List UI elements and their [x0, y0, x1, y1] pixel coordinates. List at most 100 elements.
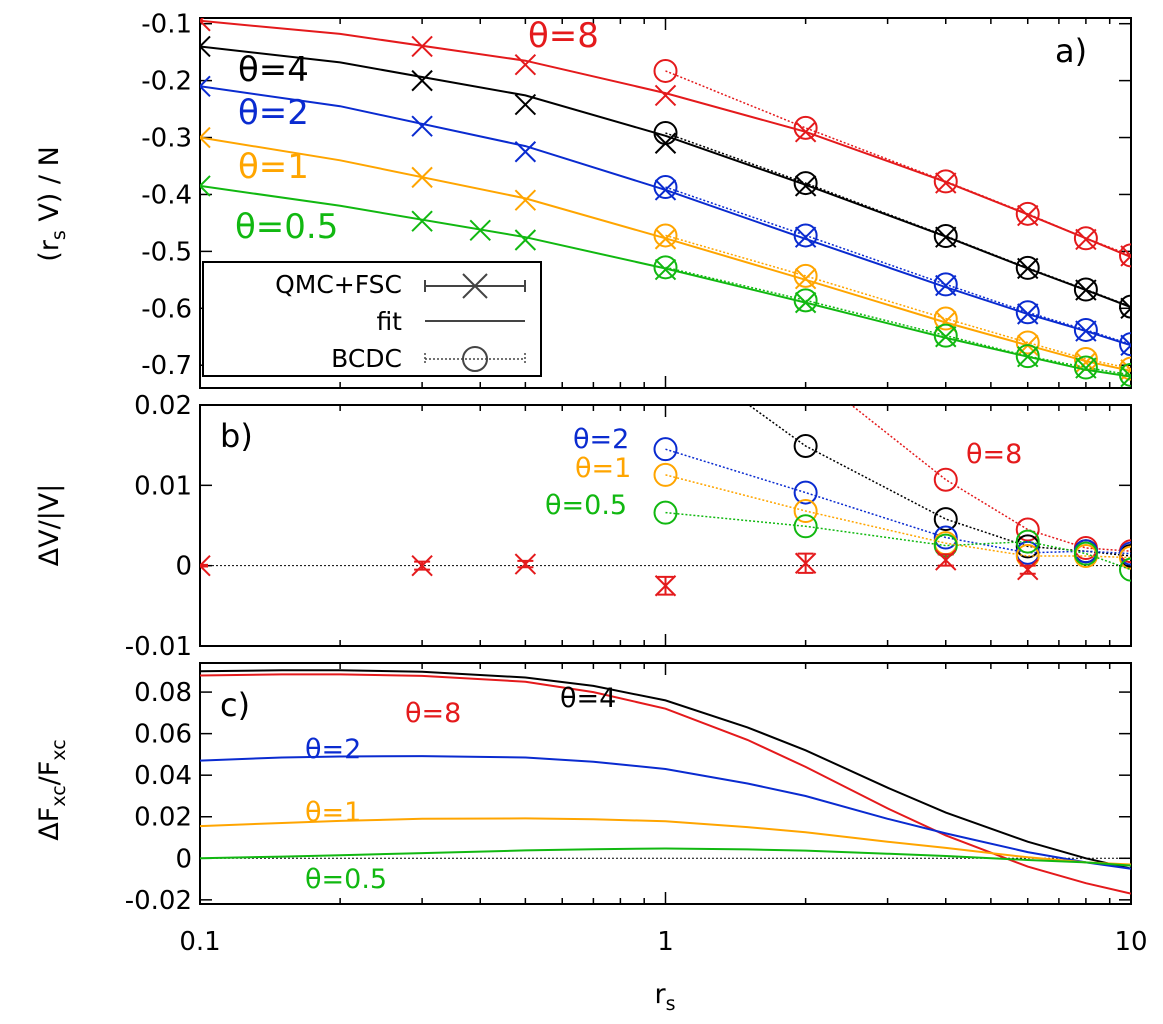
- qmc-point: [935, 326, 957, 348]
- bcdc-point: [655, 334, 677, 356]
- bcdc-point: [1015, 534, 1040, 559]
- fit-line-theta-2: [200, 85, 1131, 347]
- qmc-point: [1017, 345, 1039, 368]
- y-label-c-part2: /F: [34, 761, 65, 786]
- y-tick-label: -0.6: [141, 294, 192, 324]
- bcdc-point: [933, 323, 958, 348]
- panel-b: -0.01 0 0.01 0.02: [125, 334, 1132, 662]
- y-tick-label: -0.01: [125, 632, 192, 662]
- bcdc-line-theta-2: [665, 448, 1131, 555]
- y-tick-label: -0.3: [141, 124, 192, 154]
- panel-c-plot-area: [200, 669, 1131, 895]
- bcdc-point: [793, 115, 818, 140]
- label-c-theta-0.5: θ=0.5: [305, 864, 387, 895]
- panel-label-b: b): [220, 417, 253, 455]
- label-a-theta-4: θ=4: [238, 50, 309, 90]
- bcdc-point: [1015, 517, 1040, 542]
- qmc-point: [794, 291, 817, 314]
- bcdc-line-theta-2: [665, 186, 1131, 345]
- legend-label-bcdc: BCDC: [331, 344, 402, 373]
- qmc-point: [200, 126, 211, 149]
- bcdc-point: [933, 507, 958, 532]
- series-theta-2: [200, 75, 1131, 357]
- y-tick-label: -0.4: [141, 180, 192, 210]
- bcdc-point: [1119, 294, 1131, 319]
- qmc-point: [1120, 245, 1131, 267]
- y-tick-label: 0: [175, 844, 192, 874]
- plot-frame: [199, 662, 1132, 905]
- legend-sample-dotted: [424, 353, 526, 365]
- qmc-point: [654, 575, 677, 597]
- qmc-point: [1120, 334, 1131, 357]
- bcdc-point: [1015, 344, 1040, 369]
- bcdc-point: [653, 58, 678, 83]
- fit-line-theta-0.5: [200, 847, 1131, 867]
- qmc-point: [469, 219, 491, 242]
- x-tick-label: 1: [657, 927, 674, 957]
- label-a-theta-2: θ=2: [238, 93, 309, 133]
- bcdc-line-theta-0.5: [665, 266, 1131, 376]
- qmc-errorbar: [200, 563, 208, 568]
- series-theta-4: [655, 334, 1131, 569]
- bcdc-point: [933, 467, 958, 492]
- label-a-theta-1: θ=1: [238, 147, 309, 187]
- bcdc-point: [793, 263, 818, 288]
- bcdc-point: [793, 288, 818, 313]
- qmc-point: [200, 75, 211, 98]
- panel-b-plot-area: [200, 334, 1131, 597]
- bcdc-line-theta-4: [747, 405, 1131, 557]
- bcdc-point: [1015, 300, 1040, 325]
- fit-line-theta-8: [200, 673, 1131, 895]
- y-label-c-part1: ΔF: [34, 807, 65, 841]
- y-tick-label: -0.7: [141, 351, 192, 381]
- y-label-a: (rs V) / N: [34, 146, 70, 262]
- label-b-theta-0.5: θ=0.5: [545, 490, 627, 521]
- y-tick-label: 0.04: [134, 761, 192, 791]
- qmc-point: [935, 172, 957, 194]
- panel-label-c: c): [220, 686, 250, 724]
- plot-frame: [199, 17, 1132, 389]
- x-label: rs: [654, 979, 675, 1015]
- bcdc-point: [1119, 545, 1131, 570]
- label-b-theta-1: θ=1: [575, 453, 631, 484]
- y-label-a-part1: (r: [34, 239, 65, 262]
- label-a-theta-0.5: θ=0.5: [235, 207, 338, 247]
- qmc-point: [1017, 558, 1039, 581]
- bcdc-point: [1073, 317, 1098, 342]
- qmc-point: [935, 549, 957, 571]
- qmc-point: [794, 175, 817, 197]
- qmc-point: [1075, 320, 1097, 342]
- bcdc-line-theta-0.5: [665, 511, 1131, 571]
- bcdc-point: [793, 433, 818, 458]
- qmc-point: [411, 115, 433, 137]
- qmc-point: [514, 553, 537, 575]
- qmc-point: [200, 175, 211, 197]
- y-tick-label: 0.08: [134, 678, 192, 708]
- qmc-point: [654, 84, 677, 107]
- qmc-point: [794, 552, 817, 574]
- bcdc-point: [793, 480, 818, 505]
- series-theta-8: [850, 405, 1131, 564]
- y-label-a-sub: s: [48, 230, 70, 240]
- bcdc-point: [933, 525, 958, 550]
- bcdc-point: [1073, 541, 1098, 566]
- x-label-sub: s: [666, 993, 676, 1015]
- qmc-point: [1017, 204, 1039, 227]
- qmc-point: [514, 53, 537, 76]
- qmc-point: [1120, 297, 1131, 320]
- label-b-theta-8: θ=8: [966, 439, 1022, 470]
- bcdc-point: [933, 224, 958, 249]
- label-c-theta-2: θ=2: [305, 734, 361, 765]
- label-c-theta-8: θ=8: [405, 698, 461, 729]
- bcdc-point: [653, 255, 678, 280]
- x-tick-label: 10: [1114, 927, 1147, 957]
- bcdc-line-theta-8: [665, 70, 1131, 257]
- bcdc-point: [933, 272, 958, 297]
- panel-a: -0.1 -0.2 -0.3 -0.4 -0.5 -0.6 -0.7: [141, 10, 1132, 389]
- bcdc-point: [1015, 255, 1040, 280]
- bcdc-point: [793, 171, 818, 196]
- series-theta-8: [200, 18, 1131, 268]
- qmc-point: [1075, 279, 1097, 301]
- qmc-point: [794, 226, 817, 248]
